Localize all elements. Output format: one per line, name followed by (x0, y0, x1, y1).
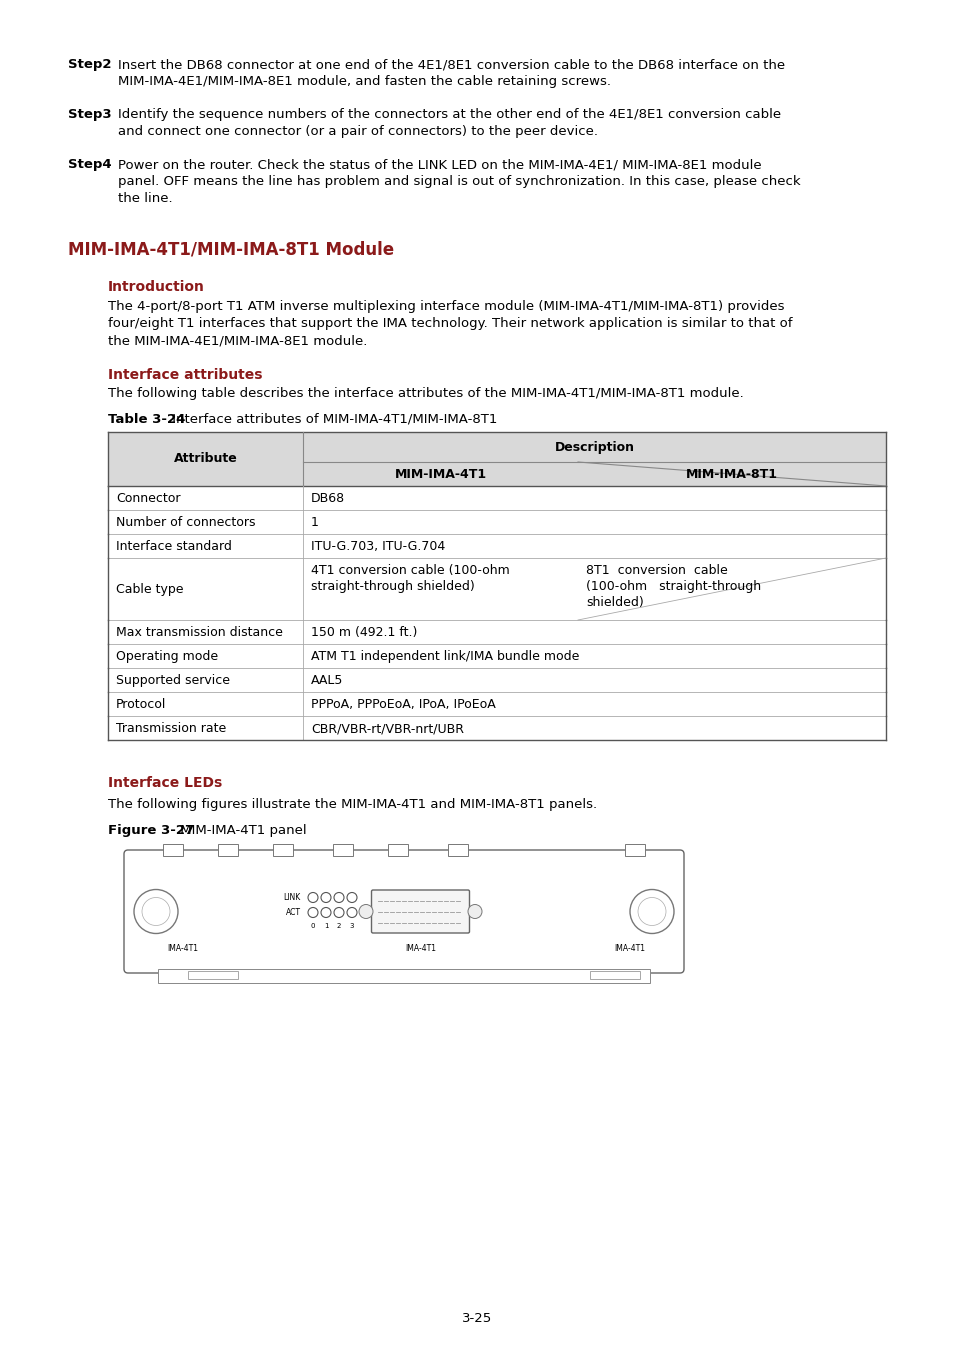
Circle shape (347, 892, 356, 903)
Bar (624, 844, 644, 856)
Text: Table 3-24: Table 3-24 (108, 413, 185, 427)
Circle shape (142, 898, 170, 926)
Text: The following table describes the interface attributes of the MIM-IMA-4T1/MIM-IM: The following table describes the interf… (108, 387, 743, 400)
Text: Attribute: Attribute (173, 452, 237, 466)
Circle shape (133, 890, 178, 933)
Bar (333, 844, 353, 856)
Text: IMA-4T1: IMA-4T1 (614, 944, 645, 953)
Text: MIM-IMA-4T1/MIM-IMA-8T1 Module: MIM-IMA-4T1/MIM-IMA-8T1 Module (68, 240, 394, 258)
Bar (108, 644, 885, 668)
Bar (388, 844, 408, 856)
Bar (108, 620, 885, 644)
Bar (108, 510, 885, 535)
FancyBboxPatch shape (124, 850, 683, 973)
Text: the MIM-IMA-4E1/MIM-IMA-8E1 module.: the MIM-IMA-4E1/MIM-IMA-8E1 module. (108, 333, 367, 347)
Circle shape (468, 904, 481, 918)
Text: Supported service: Supported service (116, 674, 230, 687)
Circle shape (629, 890, 673, 933)
Text: CBR/VBR-rt/VBR-nrt/UBR: CBR/VBR-rt/VBR-nrt/UBR (311, 722, 463, 734)
Text: Power on the router. Check the status of the LINK LED on the MIM-IMA-4E1/ MIM-IM: Power on the router. Check the status of… (118, 158, 760, 171)
Text: Insert the DB68 connector at one end of the 4E1/8E1 conversion cable to the DB68: Insert the DB68 connector at one end of … (118, 58, 784, 72)
Text: IMA-4T1: IMA-4T1 (405, 944, 436, 953)
Text: Connector: Connector (116, 491, 180, 505)
Text: Figure 3-27: Figure 3-27 (108, 824, 193, 837)
Circle shape (320, 907, 331, 918)
Bar (108, 693, 885, 716)
Text: Interface standard: Interface standard (116, 540, 232, 553)
Text: ITU-G.703, ITU-G.704: ITU-G.703, ITU-G.704 (311, 540, 445, 553)
Bar (158, 969, 649, 983)
Bar (108, 558, 885, 620)
Bar (589, 971, 639, 979)
Text: 4T1 conversion cable (100-ohm: 4T1 conversion cable (100-ohm (311, 564, 509, 576)
Circle shape (320, 892, 331, 903)
Text: AAL5: AAL5 (311, 674, 343, 687)
Text: Step4: Step4 (68, 158, 112, 171)
Text: Max transmission distance: Max transmission distance (116, 626, 283, 639)
Text: Step3: Step3 (68, 108, 112, 122)
Text: Operating mode: Operating mode (116, 649, 218, 663)
Text: Cable type: Cable type (116, 582, 183, 595)
Text: MIM-IMA-4T1 panel: MIM-IMA-4T1 panel (175, 824, 306, 837)
Text: The following figures illustrate the MIM-IMA-4T1 and MIM-IMA-8T1 panels.: The following figures illustrate the MIM… (108, 798, 597, 811)
Text: the line.: the line. (118, 192, 172, 205)
Text: four/eight T1 interfaces that support the IMA technology. Their network applicat: four/eight T1 interfaces that support th… (108, 317, 792, 329)
Text: Interface LEDs: Interface LEDs (108, 776, 222, 790)
Text: LINK: LINK (283, 892, 301, 902)
Bar (188, 971, 237, 979)
Text: (100-ohm   straight-through: (100-ohm straight-through (585, 580, 760, 593)
Text: Interface attributes: Interface attributes (108, 369, 262, 382)
Text: Step2: Step2 (68, 58, 112, 72)
FancyBboxPatch shape (371, 890, 469, 933)
Text: The 4-port/8-port T1 ATM inverse multiplexing interface module (MIM-IMA-4T1/MIM-: The 4-port/8-port T1 ATM inverse multipl… (108, 300, 783, 313)
Text: 1: 1 (311, 516, 318, 529)
Text: 3: 3 (350, 923, 354, 930)
Text: Interface attributes of MIM-IMA-4T1/MIM-IMA-8T1: Interface attributes of MIM-IMA-4T1/MIM-… (168, 413, 497, 427)
Text: MIM-IMA-4T1: MIM-IMA-4T1 (394, 467, 486, 481)
Circle shape (334, 892, 344, 903)
Bar (108, 668, 885, 693)
Text: Number of connectors: Number of connectors (116, 516, 255, 529)
Text: Protocol: Protocol (116, 698, 166, 711)
Text: MIM-IMA-8T1: MIM-IMA-8T1 (685, 467, 778, 481)
Bar (218, 844, 237, 856)
Text: MIM-IMA-4E1/MIM-IMA-8E1 module, and fasten the cable retaining screws.: MIM-IMA-4E1/MIM-IMA-8E1 module, and fast… (118, 76, 610, 88)
Circle shape (308, 892, 317, 903)
Bar (273, 844, 293, 856)
Text: 0: 0 (311, 923, 314, 930)
Bar (108, 432, 885, 486)
Text: PPPoA, PPPoEoA, IPoA, IPoEoA: PPPoA, PPPoEoA, IPoA, IPoEoA (311, 698, 496, 711)
Text: and connect one connector (or a pair of connectors) to the peer device.: and connect one connector (or a pair of … (118, 126, 598, 138)
Text: ATM T1 independent link/IMA bundle mode: ATM T1 independent link/IMA bundle mode (311, 649, 578, 663)
Bar (163, 844, 183, 856)
Text: DB68: DB68 (311, 491, 345, 505)
Text: 2: 2 (336, 923, 341, 930)
Bar (108, 486, 885, 510)
Text: panel. OFF means the line has problem and signal is out of synchronization. In t: panel. OFF means the line has problem an… (118, 176, 800, 188)
Text: straight-through shielded): straight-through shielded) (311, 580, 475, 593)
Text: 1: 1 (323, 923, 328, 930)
Circle shape (334, 907, 344, 918)
Bar (108, 716, 885, 740)
Bar (108, 535, 885, 558)
Bar (448, 844, 468, 856)
Text: 150 m (492.1 ft.): 150 m (492.1 ft.) (311, 626, 416, 639)
Text: 8T1  conversion  cable: 8T1 conversion cable (585, 564, 727, 576)
Text: IMA-4T1: IMA-4T1 (168, 944, 198, 953)
Text: Identify the sequence numbers of the connectors at the other end of the 4E1/8E1 : Identify the sequence numbers of the con… (118, 108, 781, 122)
Circle shape (358, 904, 373, 918)
Text: ACT: ACT (286, 909, 301, 917)
Text: Description: Description (554, 440, 634, 454)
Circle shape (308, 907, 317, 918)
Text: Introduction: Introduction (108, 279, 205, 294)
Circle shape (347, 907, 356, 918)
Text: 3-25: 3-25 (461, 1312, 492, 1324)
Circle shape (638, 898, 665, 926)
Text: shielded): shielded) (585, 595, 643, 609)
Text: Transmission rate: Transmission rate (116, 722, 226, 734)
